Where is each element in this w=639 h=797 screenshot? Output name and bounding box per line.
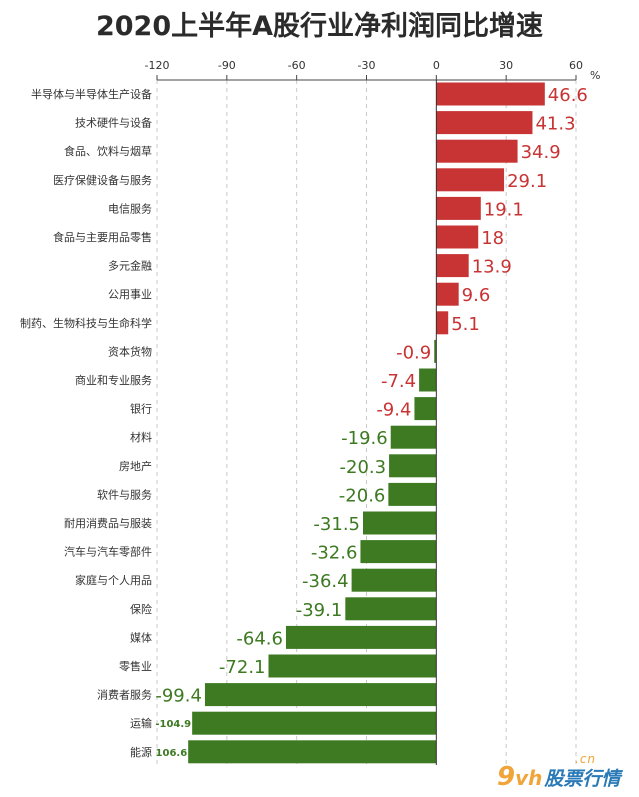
x-tick-label: -60 (288, 59, 306, 72)
x-tick-label: -30 (358, 59, 376, 72)
value-label: -20.3 (340, 457, 387, 478)
category-label: 电信服务 (108, 202, 152, 215)
watermark-digit: 9 (497, 762, 516, 792)
watermark-suffix: .cn (575, 752, 597, 766)
bar (388, 482, 437, 506)
category-label: 零售业 (119, 659, 152, 673)
value-label: 18 (481, 228, 504, 249)
bar (436, 282, 459, 306)
watermark-logo: .cn 9vh 股票行情 (497, 752, 637, 794)
bar (436, 254, 469, 278)
category-label: 运输 (130, 716, 152, 730)
bar (285, 625, 437, 649)
bar (419, 368, 437, 392)
bar (436, 168, 505, 192)
category-label: 食品与主要用品零售 (53, 230, 152, 244)
category-label: 房地产 (119, 459, 152, 473)
value-label: -31.5 (313, 514, 360, 535)
category-label: 软件与服务 (97, 487, 152, 501)
x-tick-label: 60 (569, 59, 583, 72)
x-axis-unit: % (590, 69, 600, 82)
category-label: 半导体与半导体生产设备 (31, 87, 152, 101)
category-label: 商业和专业服务 (75, 373, 152, 387)
category-label: 食品、饮料与烟草 (64, 144, 152, 158)
bar (268, 654, 437, 678)
value-label: 46.6 (548, 85, 588, 106)
category-label: 制药、生物科技与生命科学 (20, 316, 152, 330)
value-label: -0.9 (396, 342, 431, 363)
value-label: -39.1 (296, 600, 343, 621)
bar (389, 454, 437, 478)
value-label: 9.6 (462, 285, 491, 306)
category-label: 多元金融 (108, 259, 152, 273)
bar (345, 597, 437, 621)
bar (434, 339, 437, 363)
bar (436, 111, 533, 135)
bar (363, 511, 437, 535)
bar (351, 568, 437, 592)
category-label: 耐用消费品与服装 (64, 516, 152, 530)
category-label: 公用事业 (108, 288, 152, 301)
category-label: 消费者服务 (97, 688, 152, 702)
value-label: -9.4 (376, 400, 411, 421)
category-label: 技术硬件与设备 (75, 116, 152, 130)
value-label: -36.4 (302, 571, 349, 592)
value-label: -20.6 (339, 485, 386, 506)
value-label: 41.3 (535, 114, 575, 135)
value-label: -64.6 (236, 628, 283, 649)
category-label: 材料 (130, 430, 152, 444)
value-label: -72.1 (219, 657, 266, 678)
category-label: 汽车与汽车零部件 (64, 545, 152, 559)
category-label: 能源 (130, 745, 152, 759)
bar (204, 683, 437, 707)
value-label: 5.1 (451, 314, 480, 335)
bar (436, 225, 479, 249)
bar (436, 311, 449, 335)
x-tick-label: 0 (433, 59, 440, 72)
category-label: 资本货物 (108, 344, 152, 358)
category-label: 医疗保健设备与服务 (53, 173, 152, 187)
value-label: 19.1 (484, 199, 524, 220)
bar (188, 740, 437, 764)
value-label: -104.9 (155, 719, 191, 730)
bar (436, 196, 481, 220)
bar (390, 425, 437, 449)
bar (192, 711, 437, 735)
bar (436, 139, 518, 163)
category-label: 银行 (130, 402, 152, 416)
x-tick-label: 30 (499, 59, 513, 72)
value-label: -19.6 (341, 428, 388, 449)
category-label: 家庭与个人用品 (75, 573, 152, 587)
value-label: -7.4 (381, 371, 416, 392)
chart-title: 2020上半年A股行业净利润同比增速 (95, 11, 544, 42)
value-label: -32.6 (311, 543, 358, 564)
category-label: 媒体 (130, 630, 152, 644)
bar (414, 397, 437, 421)
bar (436, 82, 545, 106)
x-tick-label: -90 (218, 59, 236, 72)
watermark-text: 股票行情 (544, 768, 621, 790)
bar (360, 540, 437, 564)
value-label: -99.4 (155, 686, 202, 707)
value-label: 29.1 (507, 171, 547, 192)
category-label: 保险 (130, 602, 152, 616)
value-label: 34.9 (521, 142, 561, 163)
watermark-letters: vh (515, 766, 543, 790)
x-tick-label: -120 (145, 59, 170, 72)
value-label: 13.9 (472, 257, 512, 278)
value-label: 106.6 (156, 748, 188, 759)
